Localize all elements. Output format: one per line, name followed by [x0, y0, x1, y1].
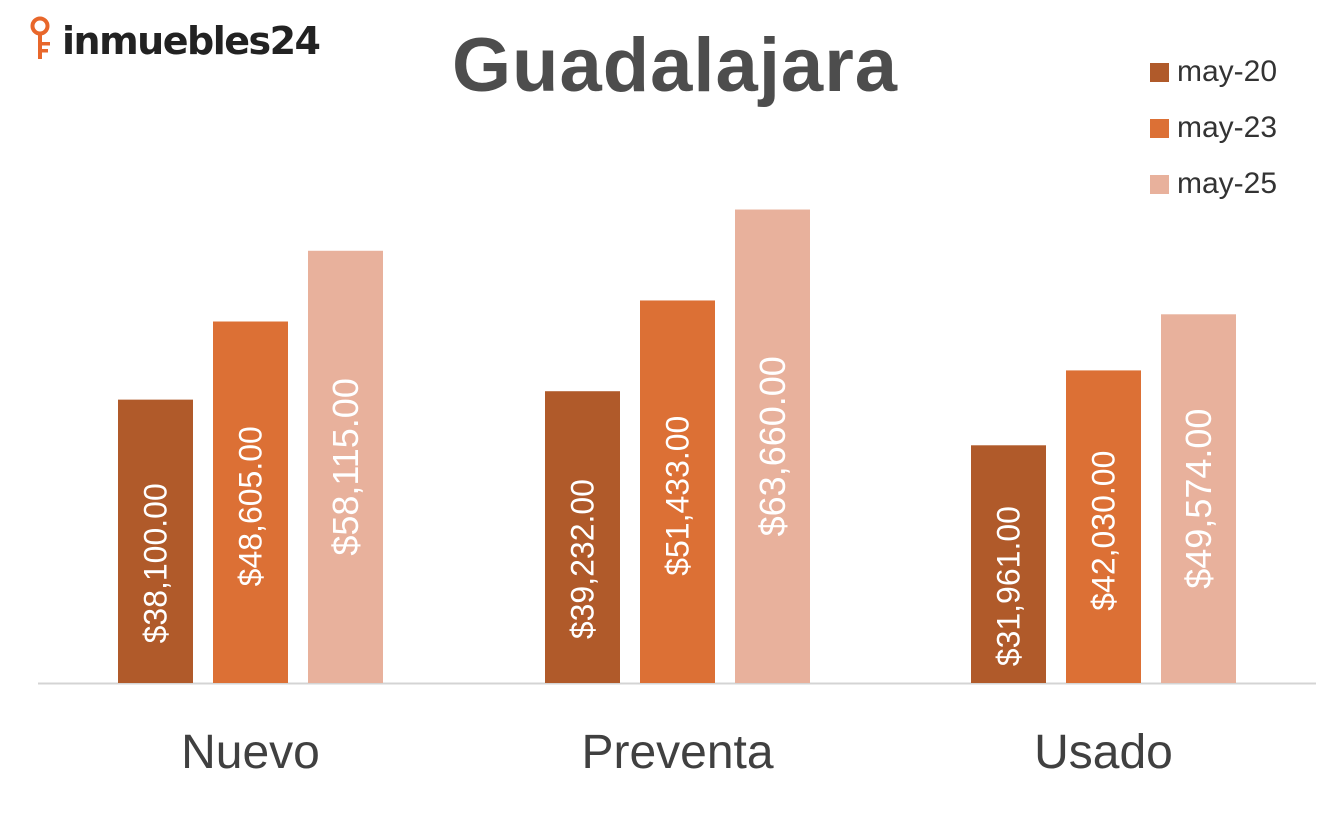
bar [308, 250, 383, 683]
chart-title: Guadalajara [451, 23, 899, 108]
bar [545, 391, 620, 683]
bar [640, 300, 715, 683]
x-tick-label: Preventa [581, 726, 773, 779]
legend-swatch [1150, 174, 1169, 194]
legend-item: may-20 [1150, 44, 1277, 100]
brand-logo: inmuebles24 [28, 16, 321, 66]
legend-label: may-23 [1177, 111, 1278, 144]
chart-legend: may-20 may-23 may-25 [1150, 44, 1277, 212]
data-label: $58,115.00 [325, 378, 366, 556]
logo-text: inmuebles24 [62, 19, 321, 63]
legend-swatch [1150, 118, 1169, 138]
data-label: $31,961.00 [991, 506, 1027, 666]
legend-item: may-23 [1150, 100, 1277, 156]
data-label: $38,100.00 [138, 483, 174, 643]
data-label: $42,030.00 [1086, 451, 1122, 611]
bar [1161, 314, 1236, 683]
bar [735, 209, 810, 683]
bar [1066, 370, 1141, 683]
legend-swatch [1150, 62, 1169, 82]
x-tick-label: Usado [1034, 726, 1173, 779]
data-label: $48,605.00 [233, 426, 269, 586]
legend-label: may-25 [1177, 167, 1278, 200]
bar [971, 445, 1046, 683]
bar [213, 321, 288, 683]
data-label: $63,660.00 [752, 356, 793, 536]
legend-label: may-20 [1177, 55, 1278, 88]
data-label: $49,574.00 [1178, 409, 1219, 589]
bar [118, 399, 193, 683]
legend-item: may-25 [1150, 156, 1277, 212]
data-label: $39,232.00 [565, 479, 601, 639]
data-label: $51,433.00 [660, 416, 696, 576]
key-icon [30, 16, 50, 59]
x-tick-label: Nuevo [181, 726, 320, 779]
